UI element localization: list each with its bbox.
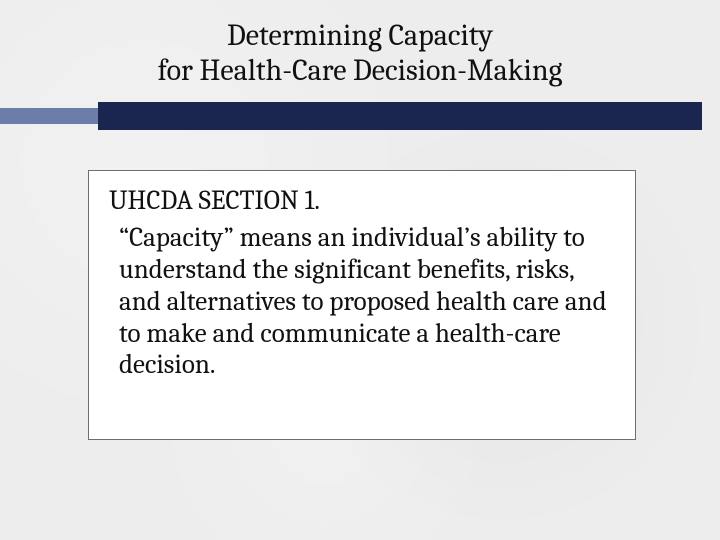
section-label: UHCDA SECTION 1. (109, 185, 615, 216)
divider-bar-left (0, 108, 98, 124)
title-line-2: for Health-Care Decision-Making (0, 53, 720, 88)
slide-canvas: Determining Capacity for Health-Care Dec… (0, 0, 720, 540)
divider-bar (0, 102, 720, 130)
title-line-1: Determining Capacity (0, 18, 720, 53)
divider-bar-right (98, 102, 702, 130)
body-text: “Capacity” means an individual’s ability… (109, 222, 615, 381)
content-box: UHCDA SECTION 1. “Capacity” means an ind… (88, 170, 636, 440)
slide-title: Determining Capacity for Health-Care Dec… (0, 0, 720, 89)
